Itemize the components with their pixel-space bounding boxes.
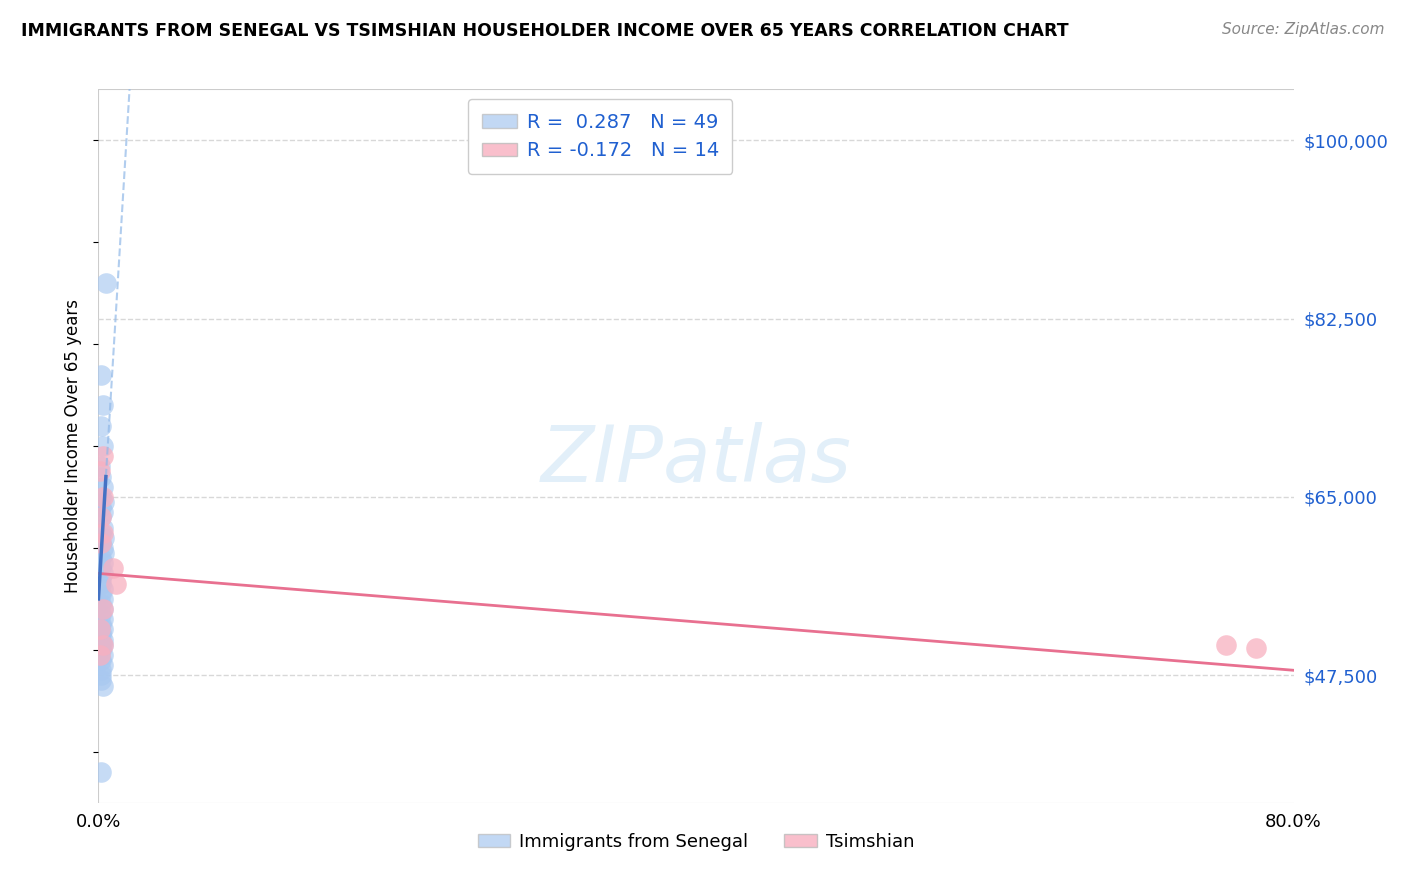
Point: [90, 368, 112, 382]
Point: [90, 551, 112, 566]
Point: [90, 668, 112, 682]
Point: [91, 505, 114, 519]
Point: [93, 495, 115, 509]
Point: [90, 765, 112, 780]
Point: [91, 490, 114, 504]
Point: [89, 648, 111, 662]
Point: [90, 653, 112, 667]
Text: IMMIGRANTS FROM SENEGAL VS TSIMSHIAN HOUSEHOLDER INCOME OVER 65 YEARS CORRELATIO: IMMIGRANTS FROM SENEGAL VS TSIMSHIAN HOU…: [21, 22, 1069, 40]
Point: [1244, 640, 1267, 655]
Point: [90, 525, 112, 540]
Point: [91, 525, 114, 540]
Point: [91, 638, 114, 652]
Point: [90, 510, 112, 524]
Point: [91, 602, 114, 616]
Point: [94, 276, 117, 290]
Point: [93, 531, 115, 545]
Point: [91, 602, 114, 616]
Point: [90, 500, 112, 515]
Point: [90, 597, 112, 611]
Point: [1215, 638, 1237, 652]
Point: [93, 546, 115, 560]
Point: [90, 536, 112, 550]
Point: [90, 572, 112, 586]
Text: Source: ZipAtlas.com: Source: ZipAtlas.com: [1222, 22, 1385, 37]
Point: [91, 623, 114, 637]
Point: [91, 648, 114, 662]
Point: [90, 561, 112, 575]
Point: [91, 658, 114, 673]
Point: [91, 679, 114, 693]
Point: [91, 591, 114, 606]
Point: [91, 520, 114, 534]
Point: [91, 632, 114, 647]
Point: [103, 561, 125, 575]
Point: [91, 541, 114, 555]
Point: [90, 640, 112, 655]
Point: [89, 465, 111, 479]
Point: [90, 663, 112, 677]
Point: [90, 576, 112, 591]
Point: [91, 556, 114, 570]
Point: [91, 582, 114, 596]
Point: [90, 643, 112, 657]
Point: [91, 612, 114, 626]
Point: [91, 480, 114, 494]
Point: [105, 576, 128, 591]
Point: [91, 638, 114, 652]
Point: [90, 634, 112, 648]
Point: [90, 627, 112, 641]
Point: [91, 566, 114, 581]
Point: [91, 398, 114, 412]
Point: [90, 607, 112, 622]
Point: [90, 624, 112, 639]
Point: [90, 510, 112, 524]
Point: [90, 536, 112, 550]
Point: [90, 418, 112, 433]
Point: [90, 587, 112, 601]
Legend: Immigrants from Senegal, Tsimshian: Immigrants from Senegal, Tsimshian: [471, 826, 921, 858]
Point: [90, 490, 112, 504]
Point: [91, 439, 114, 453]
Point: [90, 617, 112, 632]
Text: ZIPatlas: ZIPatlas: [540, 422, 852, 499]
Point: [91, 449, 114, 463]
Point: [89, 623, 111, 637]
Point: [90, 469, 112, 483]
Point: [90, 673, 112, 688]
Y-axis label: Householder Income Over 65 years: Householder Income Over 65 years: [65, 299, 83, 593]
Point: [89, 459, 111, 474]
